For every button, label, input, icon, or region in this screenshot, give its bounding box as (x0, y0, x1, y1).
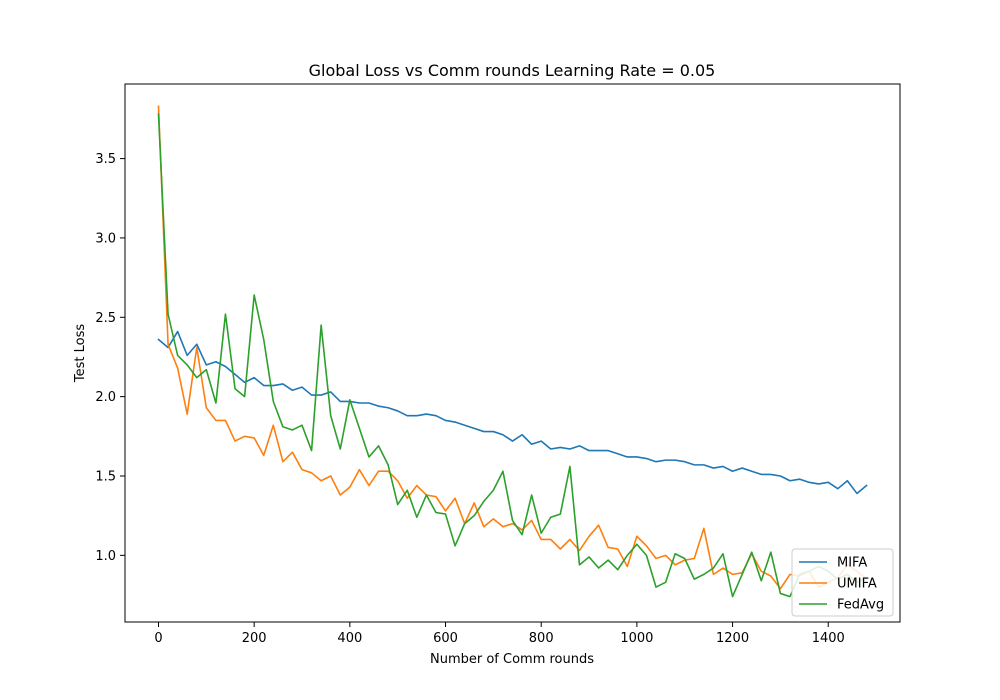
y-tick-label: 3.5 (95, 152, 116, 167)
x-tick-label: 1200 (716, 631, 749, 646)
x-tick-label: 800 (529, 631, 554, 646)
x-tick-label: 1000 (620, 631, 653, 646)
series-line-fedavg (157, 113, 868, 598)
y-axis: 1.0 1.5 2.0 2.5 3.0 3.5 (95, 152, 125, 564)
y-tick-label: 1.0 (95, 549, 116, 564)
plot-area: 0 200 400 600 800 1000 1200 1400 1.0 1.5 2.0 2.5 3.… (95, 83, 901, 646)
series-line-mifa (157, 330, 868, 495)
x-axis: 0 200 400 600 800 1000 1200 1400 (154, 622, 845, 646)
y-tick-label: 1.5 (95, 469, 116, 484)
y-tick-label: 3.0 (95, 231, 116, 246)
legend-label-fedavg: FedAvg (837, 598, 884, 613)
y-tick-label: 2.5 (95, 311, 116, 326)
x-tick-label: 600 (433, 631, 458, 646)
legend-label-umifa: UMIFA (837, 577, 877, 592)
x-tick-label: 200 (242, 631, 267, 646)
x-axis-label: Number of Comm rounds (430, 652, 594, 667)
x-tick-label: 1400 (812, 631, 845, 646)
axes-frame (124, 83, 901, 623)
legend: MIFA UMIFA FedAvg (791, 548, 894, 617)
legend-box (791, 548, 894, 617)
y-tick-label: 2.0 (95, 390, 116, 405)
y-axis-label: Test Loss (73, 324, 88, 383)
x-tick-label: 0 (154, 631, 162, 646)
chart-title: Global Loss vs Comm rounds Learning Rate… (309, 61, 716, 80)
x-tick-label: 400 (337, 631, 362, 646)
legend-label-mifa: MIFA (837, 556, 867, 571)
